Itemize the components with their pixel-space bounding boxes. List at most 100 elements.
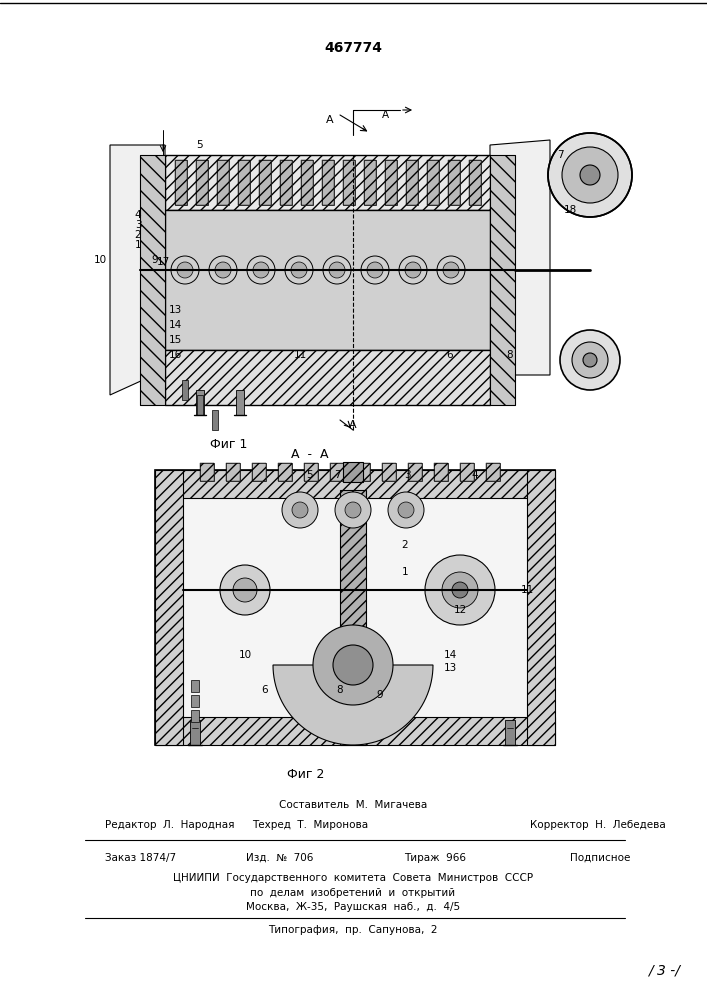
- Bar: [278, 463, 292, 481]
- Circle shape: [398, 502, 414, 518]
- Circle shape: [282, 492, 318, 528]
- Bar: [385, 160, 397, 205]
- Text: 4: 4: [472, 470, 479, 480]
- Circle shape: [548, 133, 632, 217]
- Bar: [165, 155, 490, 210]
- Circle shape: [452, 582, 468, 598]
- Bar: [385, 160, 397, 205]
- Circle shape: [171, 256, 199, 284]
- Bar: [427, 160, 439, 205]
- Circle shape: [313, 625, 393, 705]
- Bar: [196, 160, 208, 205]
- Bar: [191, 695, 199, 707]
- Bar: [448, 160, 460, 205]
- Text: А: А: [382, 110, 389, 120]
- Text: 13: 13: [443, 663, 457, 673]
- Text: 1: 1: [402, 567, 409, 577]
- Bar: [469, 160, 481, 205]
- Bar: [382, 463, 396, 481]
- Bar: [434, 463, 448, 481]
- Circle shape: [443, 262, 459, 278]
- Text: 7: 7: [556, 150, 563, 160]
- Text: 3: 3: [404, 470, 410, 480]
- Circle shape: [345, 502, 361, 518]
- Text: 14: 14: [168, 320, 182, 330]
- Bar: [197, 395, 203, 415]
- Bar: [322, 160, 334, 205]
- Bar: [165, 155, 490, 210]
- Circle shape: [323, 256, 351, 284]
- Text: Корректор  Н.  Лебедева: Корректор Н. Лебедева: [530, 820, 666, 830]
- Bar: [191, 710, 199, 722]
- Bar: [217, 160, 229, 205]
- Text: 3: 3: [135, 220, 141, 230]
- Bar: [490, 155, 515, 405]
- Text: 6: 6: [447, 350, 453, 360]
- Bar: [252, 463, 266, 481]
- Bar: [236, 390, 244, 415]
- Bar: [343, 462, 363, 482]
- Circle shape: [329, 262, 345, 278]
- Bar: [301, 160, 313, 205]
- Bar: [301, 160, 313, 205]
- Text: 5: 5: [307, 470, 313, 480]
- Bar: [259, 160, 271, 205]
- Circle shape: [583, 353, 597, 367]
- Bar: [238, 160, 250, 205]
- Text: А  -  А: А - А: [291, 448, 329, 462]
- Bar: [408, 463, 422, 481]
- Circle shape: [220, 565, 270, 615]
- Bar: [330, 463, 344, 481]
- Bar: [382, 463, 396, 481]
- Circle shape: [335, 492, 371, 528]
- Bar: [280, 160, 292, 205]
- Text: 2: 2: [402, 540, 409, 550]
- Text: 14: 14: [443, 650, 457, 660]
- Bar: [165, 210, 490, 350]
- Bar: [406, 160, 418, 205]
- Bar: [343, 160, 355, 205]
- Bar: [165, 350, 490, 405]
- Circle shape: [405, 262, 421, 278]
- Bar: [175, 160, 187, 205]
- Bar: [191, 680, 199, 692]
- Bar: [343, 160, 355, 205]
- Text: 15: 15: [168, 335, 182, 345]
- Bar: [226, 463, 240, 481]
- Bar: [304, 463, 318, 481]
- Bar: [226, 463, 240, 481]
- Bar: [140, 155, 165, 405]
- Text: 5: 5: [197, 140, 204, 150]
- Text: Фиг 2: Фиг 2: [287, 768, 325, 782]
- Bar: [190, 720, 200, 745]
- Circle shape: [285, 256, 313, 284]
- Bar: [448, 160, 460, 205]
- Circle shape: [209, 256, 237, 284]
- Bar: [175, 160, 187, 205]
- Bar: [280, 160, 292, 205]
- Circle shape: [562, 147, 618, 203]
- Bar: [200, 463, 214, 481]
- Circle shape: [361, 256, 389, 284]
- Text: 12: 12: [453, 605, 467, 615]
- Circle shape: [425, 555, 495, 625]
- Circle shape: [580, 165, 600, 185]
- Circle shape: [437, 256, 465, 284]
- Text: А: А: [326, 115, 334, 125]
- Text: 7: 7: [334, 470, 340, 480]
- Bar: [304, 463, 318, 481]
- Bar: [278, 463, 292, 481]
- Circle shape: [572, 342, 608, 378]
- Bar: [200, 463, 214, 481]
- Bar: [238, 160, 250, 205]
- Bar: [196, 390, 204, 415]
- Bar: [356, 463, 370, 481]
- Text: Составитель  М.  Мигачева: Составитель М. Мигачева: [279, 800, 427, 810]
- Circle shape: [442, 572, 478, 608]
- Circle shape: [291, 262, 307, 278]
- Bar: [155, 470, 555, 498]
- Bar: [155, 717, 555, 745]
- Text: Типография,  пр.  Сапунова,  2: Типография, пр. Сапунова, 2: [268, 925, 438, 935]
- Circle shape: [253, 262, 269, 278]
- Text: Москва,  Ж-35,  Раушская  наб.,  д.  4/5: Москва, Ж-35, Раушская наб., д. 4/5: [246, 902, 460, 912]
